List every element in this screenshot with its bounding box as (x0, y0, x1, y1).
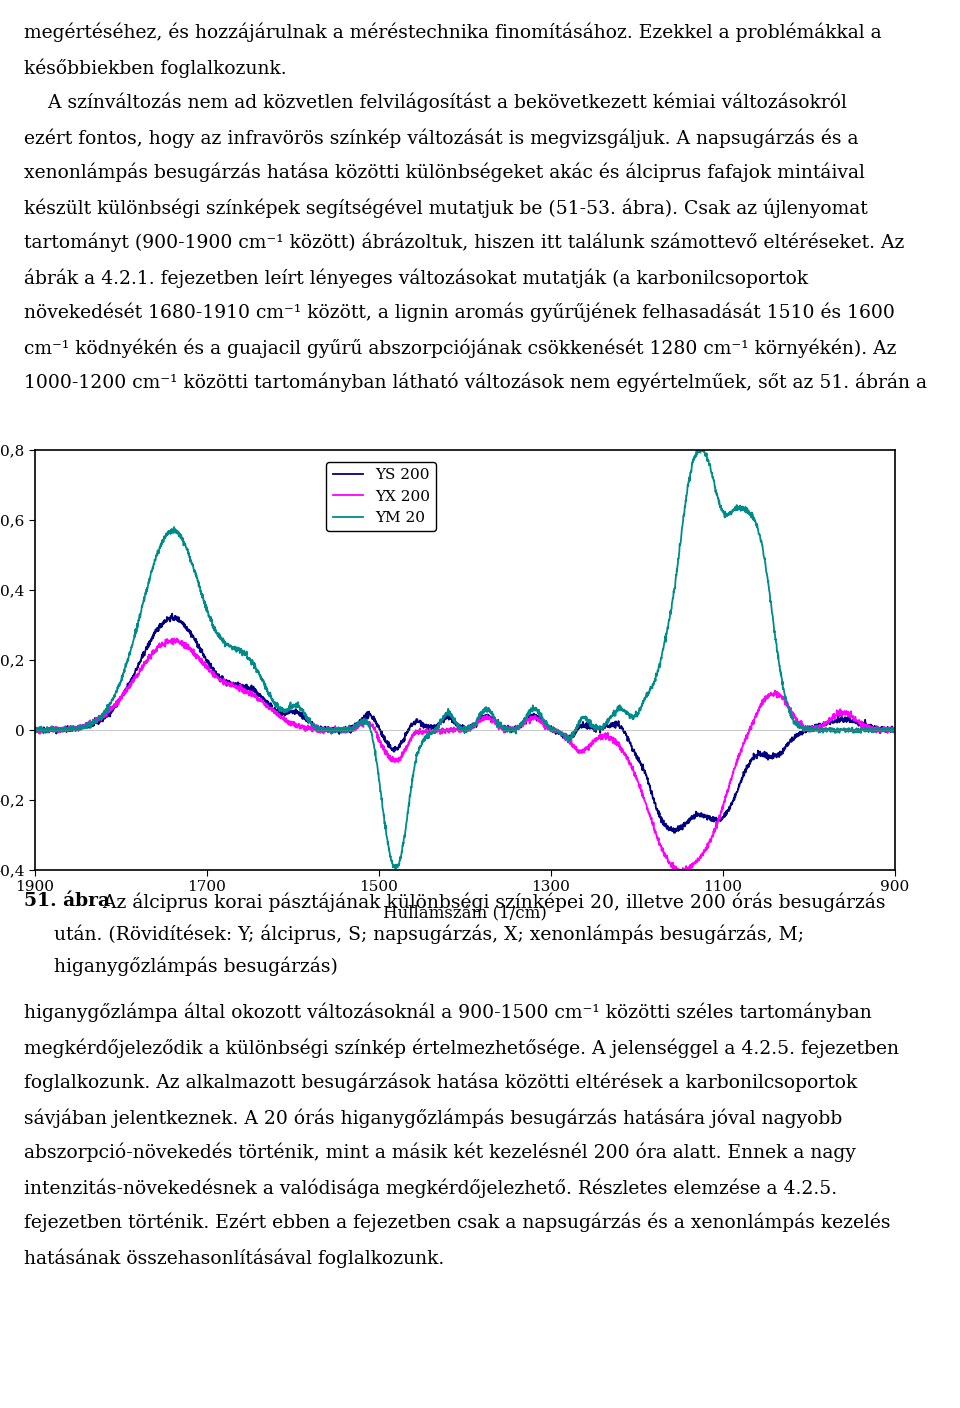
YM 20 (390, 860, 401, 877)
YM 20 (873, 722, 884, 739)
YS 200 (179, 615, 190, 632)
Text: után. (Rövidítések: Y; álciprus, S; napsugárzás, X; xenonlámpás besugárzás, M;: után. (Rövidítések: Y; álciprus, S; naps… (24, 924, 804, 943)
YM 20 (29, 724, 40, 741)
X-axis label: Hullámszám (1/cm): Hullámszám (1/cm) (383, 905, 547, 922)
Line: YM 20: YM 20 (35, 448, 895, 869)
Text: higanygőzlámpás besugárzás): higanygőzlámpás besugárzás) (24, 956, 338, 976)
Text: megértéséhez, és hozzájárulnak a méréstechnika finomításához. Ezekkel a problémá: megértéséhez, és hozzájárulnak a méréste… (24, 23, 881, 42)
YM 20 (179, 535, 190, 552)
YX 200 (780, 694, 792, 711)
YX 200 (179, 639, 190, 656)
Text: abszorpció-növekedés történik, mint a másik két kezelésnél 200 óra alatt. Ennek : abszorpció-növekedés történik, mint a má… (24, 1143, 856, 1163)
Text: Az álciprus korai pásztájának különbségi színképei 20, illetve 200 órás besugárz: Az álciprus korai pásztájának különbségi… (97, 893, 885, 911)
YS 200 (166, 605, 178, 622)
Text: xenonlámpás besugárzás hatása közötti különbségeket akác és álciprus fafajok min: xenonlámpás besugárzás hatása közötti kü… (24, 163, 865, 183)
Text: cm⁻¹ ködnyékén és a guajacil gyűrű abszorpciójának csökkenését 1280 cm⁻¹ környék: cm⁻¹ ködnyékén és a guajacil gyűrű abszo… (24, 338, 897, 358)
Text: fejezetben történik. Ezért ebben a fejezetben csak a napsugárzás és a xenonlámpá: fejezetben történik. Ezért ebben a fejez… (24, 1214, 891, 1232)
YX 200 (128, 674, 139, 691)
Text: A színváltozás nem ad közvetlen felvilágosítást a bekövetkezett kémiai változáso: A színváltozás nem ad közvetlen felvilág… (24, 93, 847, 113)
Text: sávjában jelentkeznek. A 20 órás higanygőzlámpás besugárzás hatására jóval nagyo: sávjában jelentkeznek. A 20 órás higanyg… (24, 1108, 842, 1128)
Text: ezért fontos, hogy az infravörös színkép változását is megvizsgáljuk. A napsugár: ezért fontos, hogy az infravörös színkép… (24, 128, 858, 148)
YX 200 (396, 749, 408, 766)
Text: növekedését 1680-1910 cm⁻¹ között, a lignin aromás gyűrűjének felhasadását 1510 : növekedését 1680-1910 cm⁻¹ között, a lig… (24, 303, 895, 322)
YM 20 (359, 711, 371, 728)
Text: tartományt (900-1900 cm⁻¹ között) ábrázoltuk, hiszen itt találunk számottevő elt: tartományt (900-1900 cm⁻¹ között) ábrázo… (24, 232, 904, 252)
Text: megkérdőjeleződik a különbségi színkép értelmezhetősége. A jelenséggel a 4.2.5. : megkérdőjeleződik a különbségi színkép é… (24, 1038, 899, 1057)
Text: foglalkozunk. Az alkalmazott besugárzások hatása közötti eltérések a karbonilcso: foglalkozunk. Az alkalmazott besugárzáso… (24, 1073, 857, 1093)
YS 200 (669, 824, 681, 841)
Text: hatásának összehasonlításával foglalkozunk.: hatásának összehasonlításával foglalkozu… (24, 1247, 444, 1267)
YS 200 (29, 721, 40, 738)
Text: ábrák a 4.2.1. fejezetben leírt lényeges változásokat mutatják (a karbonilcsopor: ábrák a 4.2.1. fejezetben leírt lényeges… (24, 268, 808, 287)
YX 200 (889, 724, 900, 741)
YX 200 (171, 629, 182, 646)
Text: készült különbségi színképek segítségével mutatjuk be (51-53. ábra). Csak az újl: készült különbségi színképek segítségéve… (24, 199, 868, 217)
YX 200 (677, 865, 688, 881)
YS 200 (128, 667, 139, 684)
YM 20 (128, 634, 139, 650)
YS 200 (873, 719, 884, 736)
YS 200 (889, 722, 900, 739)
YS 200 (780, 736, 792, 753)
YS 200 (359, 711, 371, 728)
Text: 51. ábra: 51. ábra (24, 893, 110, 910)
YM 20 (695, 439, 707, 456)
YM 20 (780, 690, 792, 707)
YS 200 (396, 734, 408, 750)
Line: YX 200: YX 200 (35, 638, 895, 873)
YX 200 (359, 712, 371, 729)
Text: intenzitás-növekedésnek a valódisága megkérdőjelezhető. Részletes elemzése a 4.2: intenzitás-növekedésnek a valódisága meg… (24, 1178, 837, 1197)
YM 20 (889, 721, 900, 738)
YX 200 (873, 721, 884, 738)
YM 20 (396, 839, 408, 856)
Text: 1000-1200 cm⁻¹ közötti tartományban látható változások nem egyértelműek, sőt az : 1000-1200 cm⁻¹ közötti tartományban láth… (24, 373, 927, 393)
YX 200 (29, 724, 40, 741)
Line: YS 200: YS 200 (35, 614, 895, 832)
Legend: YS 200, YX 200, YM 20: YS 200, YX 200, YM 20 (326, 462, 437, 531)
Text: későbbiekben foglalkozunk.: későbbiekben foglalkozunk. (24, 58, 287, 77)
Text: higanygőzlámpa által okozott változásoknál a 900-1500 cm⁻¹ közötti széles tartom: higanygőzlámpa által okozott változásokn… (24, 1002, 872, 1022)
